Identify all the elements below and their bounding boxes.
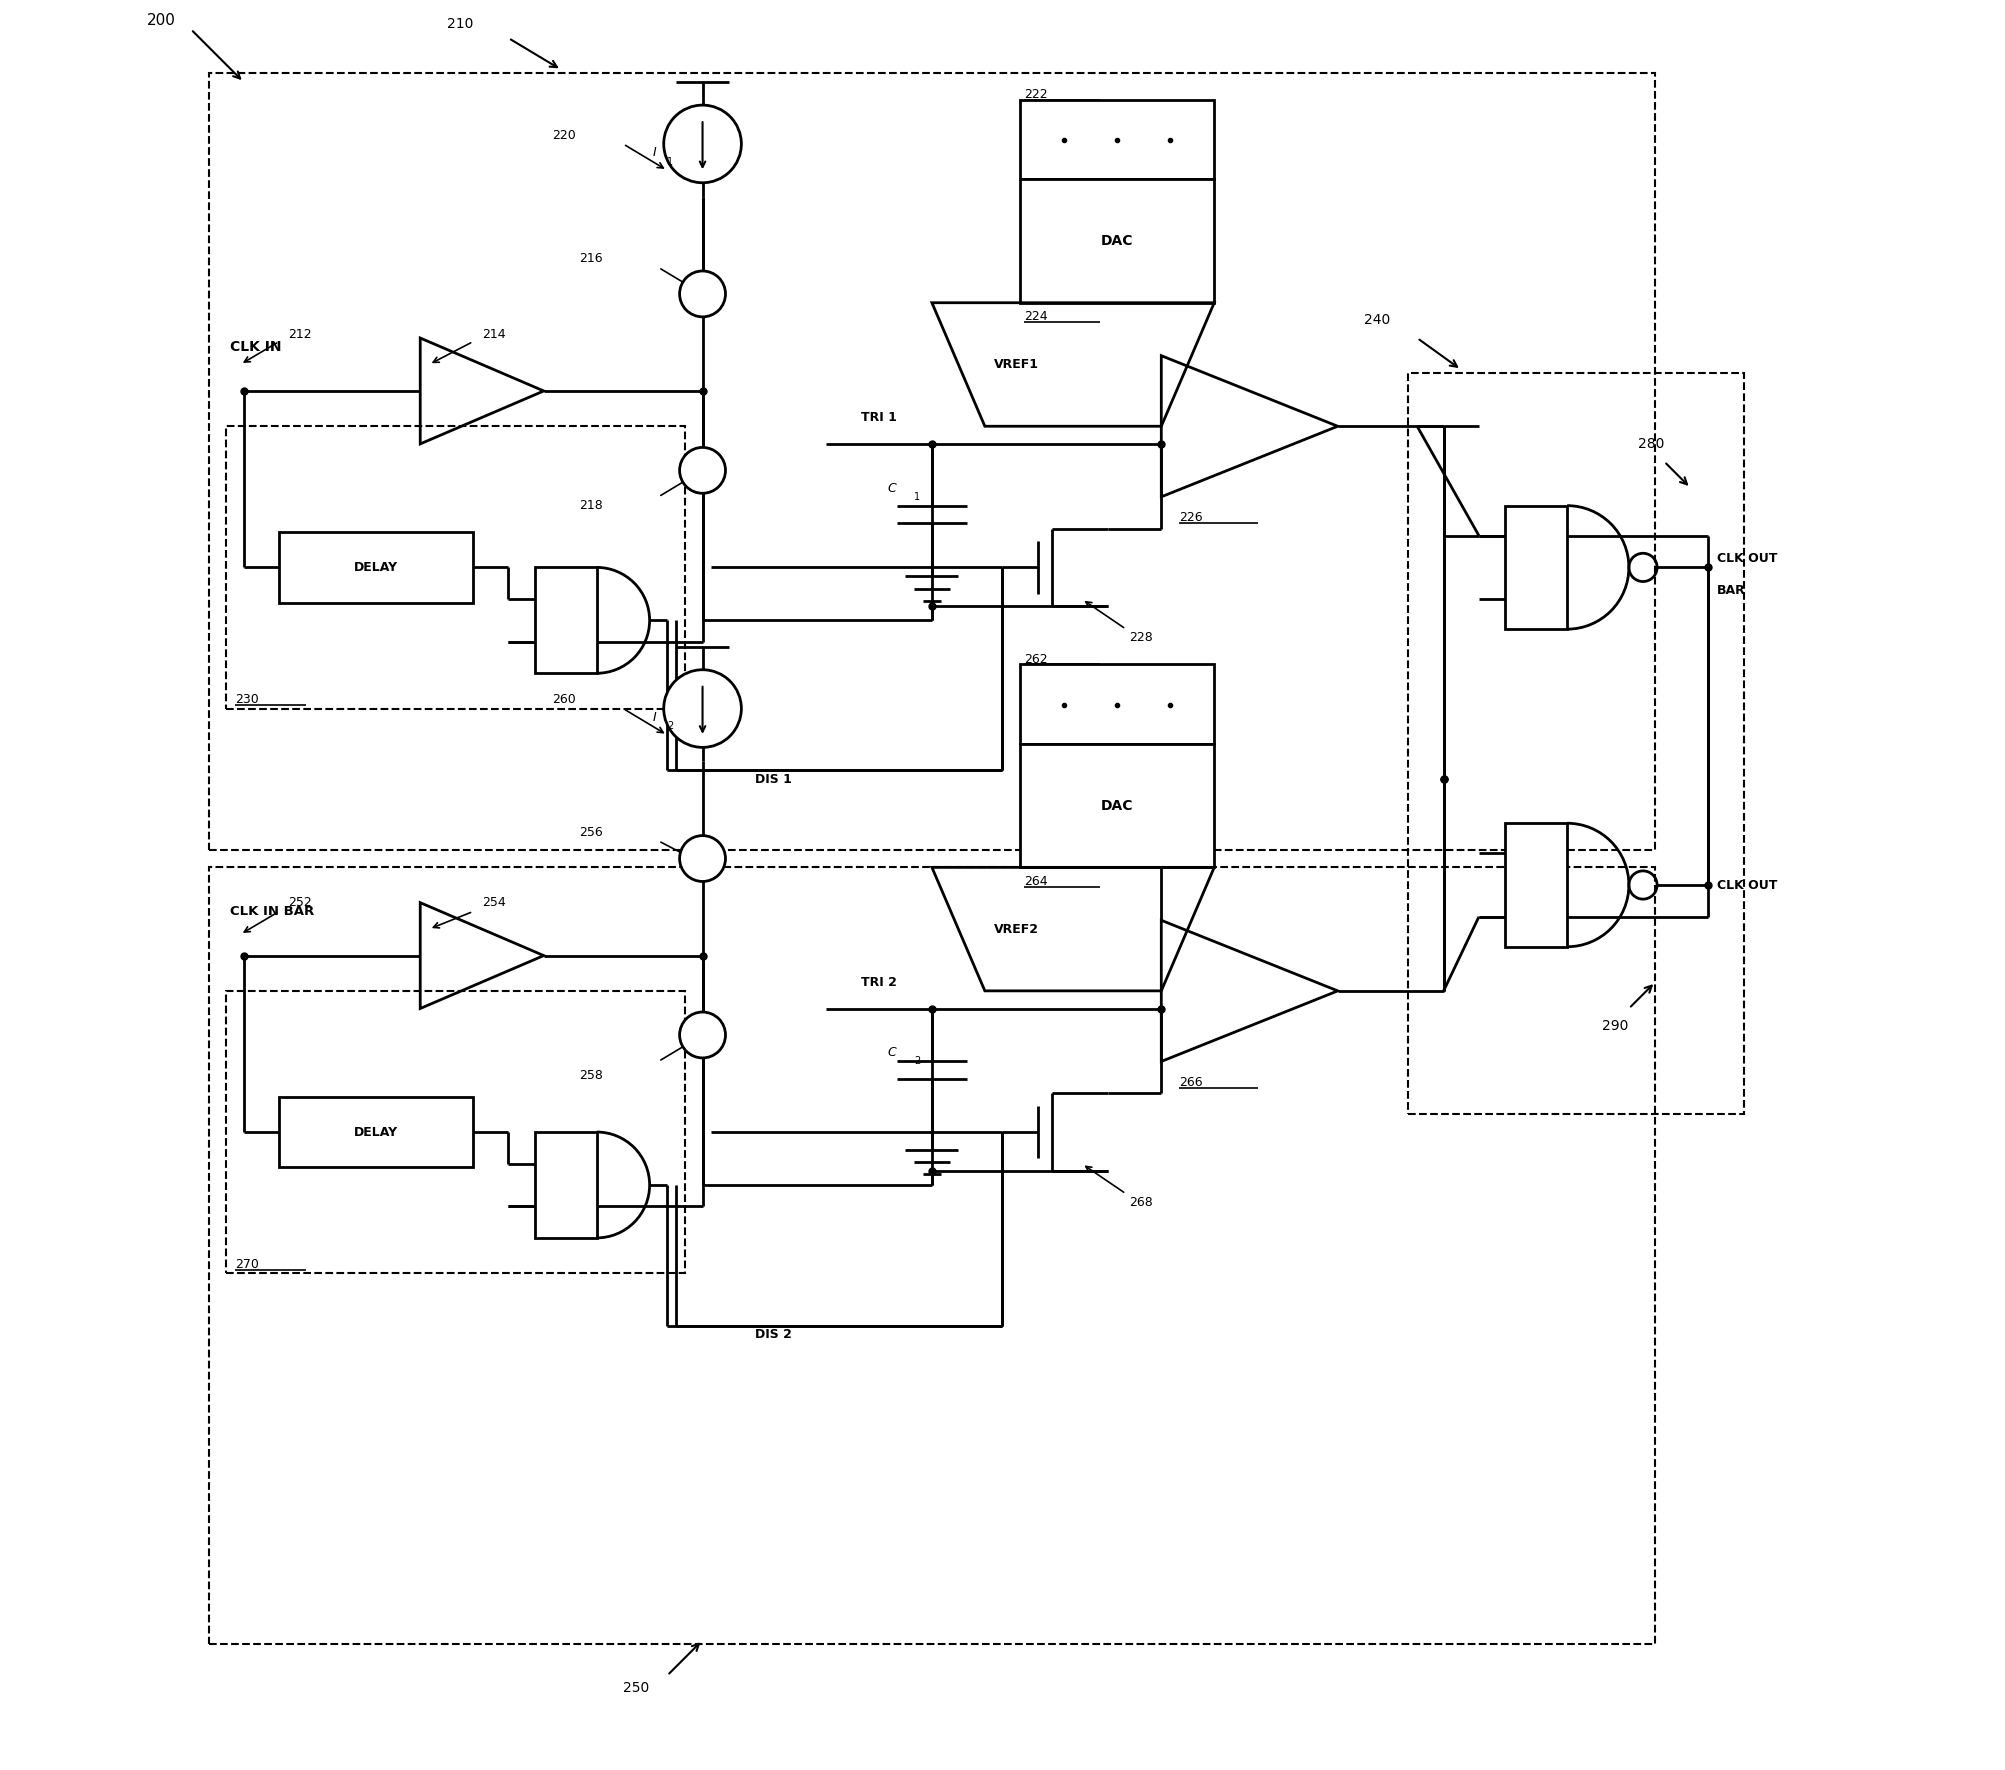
Text: DELAY: DELAY: [355, 1126, 399, 1138]
Text: I: I: [654, 147, 658, 159]
Text: 250: 250: [624, 1682, 650, 1696]
Text: 216: 216: [579, 251, 604, 266]
Text: 264: 264: [1025, 874, 1047, 889]
Text: VREF2: VREF2: [994, 922, 1039, 936]
Text: CLK IN: CLK IN: [231, 340, 281, 354]
Circle shape: [664, 669, 742, 747]
Text: 1: 1: [914, 492, 920, 503]
Bar: [209, 73, 1656, 850]
Circle shape: [680, 835, 726, 881]
Text: 2: 2: [914, 1057, 920, 1067]
Bar: [209, 867, 1656, 1644]
Text: 252: 252: [289, 896, 311, 910]
Bar: [1506, 506, 1568, 628]
Text: C: C: [888, 481, 896, 494]
Text: 290: 290: [1602, 1020, 1628, 1034]
Text: 240: 240: [1363, 313, 1389, 327]
Text: CLK IN BAR: CLK IN BAR: [231, 904, 315, 919]
Text: I: I: [654, 712, 658, 724]
Text: 1: 1: [668, 156, 674, 166]
Text: 210: 210: [447, 18, 473, 30]
Text: 268: 268: [1129, 1197, 1153, 1209]
Text: 214: 214: [481, 327, 505, 342]
Text: 226: 226: [1179, 512, 1203, 524]
Text: 256: 256: [579, 825, 604, 839]
Text: 258: 258: [579, 1069, 604, 1081]
Text: 270: 270: [235, 1258, 259, 1271]
Circle shape: [680, 271, 726, 317]
Text: CLK OUT: CLK OUT: [1716, 552, 1778, 565]
Bar: [1021, 743, 1215, 867]
Text: DELAY: DELAY: [355, 561, 399, 573]
Text: 212: 212: [289, 327, 311, 342]
Bar: [227, 991, 686, 1273]
Text: C: C: [888, 1046, 896, 1058]
Text: BAR: BAR: [1716, 584, 1746, 596]
Text: DIS 2: DIS 2: [756, 1329, 792, 1342]
Circle shape: [664, 104, 742, 182]
Text: VREF1: VREF1: [994, 358, 1039, 372]
Bar: [1506, 823, 1568, 947]
Bar: [279, 1097, 473, 1166]
Text: DAC: DAC: [1101, 798, 1133, 812]
Text: 220: 220: [553, 129, 575, 142]
Text: 266: 266: [1179, 1076, 1203, 1089]
Text: 222: 222: [1025, 88, 1047, 101]
Bar: [535, 1133, 597, 1237]
Bar: [1021, 179, 1215, 303]
Text: 262: 262: [1025, 653, 1047, 666]
Text: 2: 2: [668, 720, 674, 731]
Circle shape: [680, 1012, 726, 1058]
Bar: [1021, 99, 1215, 179]
Text: 218: 218: [579, 499, 604, 512]
Text: 224: 224: [1025, 310, 1047, 324]
Text: 280: 280: [1638, 437, 1664, 451]
Text: DIS 1: DIS 1: [756, 773, 792, 786]
Bar: [227, 427, 686, 708]
Text: DAC: DAC: [1101, 234, 1133, 248]
Text: 230: 230: [235, 694, 259, 706]
Bar: [279, 533, 473, 604]
Text: TRI 2: TRI 2: [862, 975, 896, 988]
Bar: [1021, 664, 1215, 743]
Bar: [1408, 373, 1744, 1115]
Circle shape: [680, 448, 726, 494]
Text: 254: 254: [481, 896, 505, 910]
Text: CLK OUT: CLK OUT: [1716, 878, 1778, 892]
Text: TRI 1: TRI 1: [862, 411, 896, 425]
Text: 260: 260: [553, 694, 575, 706]
Bar: [535, 568, 597, 673]
Text: 228: 228: [1129, 632, 1153, 644]
Text: 200: 200: [146, 12, 176, 28]
